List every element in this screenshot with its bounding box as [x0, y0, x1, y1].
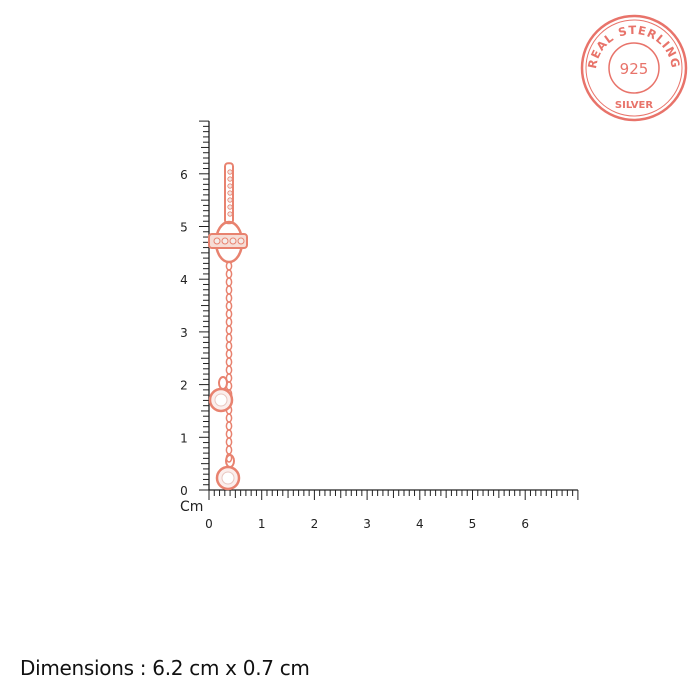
vertical-tick-label: 2 [180, 379, 188, 393]
chain-link [225, 325, 233, 335]
stone-icon [237, 237, 245, 245]
stamp-bottom-text: SILVER [615, 100, 653, 111]
chain-link [225, 341, 233, 351]
dimensions-caption: Dimensions : 6.2 cm x 0.7 cm [20, 656, 310, 680]
vertical-tick-label: 0 [180, 484, 188, 498]
chain-link [225, 365, 233, 375]
stamp-outer-ring [580, 14, 688, 122]
stamp-center-ring [608, 42, 660, 94]
sterling-silver-stamp: REAL STERLING 925 SILVER [580, 14, 688, 122]
chain-link [225, 301, 233, 311]
horizontal-tick-label: 3 [363, 517, 371, 531]
chain-link [225, 349, 233, 359]
chain-link [225, 269, 233, 279]
stone-icon [227, 190, 233, 196]
horizontal-tick-label: 6 [521, 517, 529, 531]
stone-icon [221, 237, 229, 245]
chain-link [225, 437, 233, 447]
earring [208, 162, 248, 491]
stone-icon [227, 211, 233, 217]
stone-icon [227, 183, 233, 189]
stamp-inner-ring [585, 19, 683, 117]
chain-link [225, 413, 233, 423]
stamp-center-text: 925 [620, 60, 649, 78]
chain-link [225, 429, 233, 439]
horizontal-tick-label: 2 [311, 517, 319, 531]
vertical-tick-label: 5 [180, 221, 188, 235]
vertical-tick-label: 1 [180, 431, 188, 445]
vertical-tick-label: 6 [180, 168, 188, 182]
chain-link [225, 333, 233, 343]
stone-icon [227, 204, 233, 210]
stone-icon [227, 197, 233, 203]
stone-icon [227, 176, 233, 182]
vertical-tick-label: 3 [180, 326, 188, 340]
stone-icon [213, 237, 221, 245]
chain-link [225, 421, 233, 431]
stone-icon [229, 237, 237, 245]
charm-stone-icon [221, 471, 235, 485]
vertical-tick-label: 4 [180, 273, 188, 287]
stone-icon [227, 169, 233, 175]
chain-link [225, 445, 233, 455]
unit-label: Cm [180, 499, 203, 515]
chain-link [225, 293, 233, 303]
horizontal-tick-label: 5 [469, 517, 477, 531]
charm-loop [218, 376, 228, 390]
horizontal-tick-label: 4 [416, 517, 424, 531]
horizontal-tick-label: 0 [205, 517, 213, 531]
horizontal-tick-label: 1 [258, 517, 266, 531]
chain-link [225, 285, 233, 295]
chain-link [225, 357, 233, 367]
chain-link [225, 277, 233, 287]
chain-link [225, 309, 233, 319]
chain-link [225, 317, 233, 327]
charm-loop [225, 454, 235, 468]
ruler: 0 1 2 3 4 5 6 0 1 2 3 4 5 6 Cm [180, 120, 579, 531]
charm-stone-icon [214, 393, 228, 407]
